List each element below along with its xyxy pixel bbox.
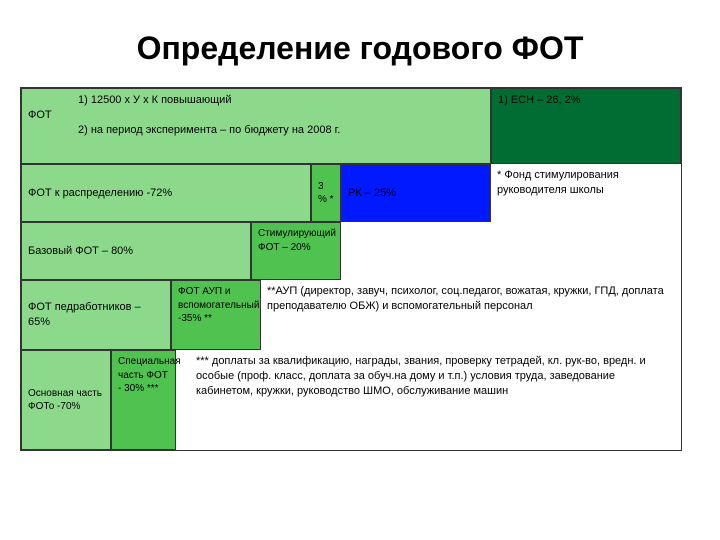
- row-2: ФОТ к распределению -72% 3 % * РК – 25% …: [21, 164, 681, 222]
- fot-ped-cell: ФОТ педработников – 65%: [21, 280, 171, 350]
- note-aup-text: **АУП (директор, завуч, психолог, соц.пе…: [267, 285, 664, 312]
- fot-distribution-text: ФОТ к распределению -72%: [28, 186, 172, 201]
- row-1: 1) 12500 х У х К повышающий ФОТ 2) на пе…: [21, 88, 681, 164]
- special-part-text: Специальная часть ФОТ - 30% ***: [118, 356, 181, 394]
- row-4: ФОТ педработников – 65% ФОТ АУП и вспомо…: [21, 280, 681, 350]
- esn-text: 1) ЕСН – 26, 2%: [498, 94, 581, 106]
- base-fot-text: Базовый ФОТ – 80%: [28, 244, 133, 259]
- esn-cell: 1) ЕСН – 26, 2%: [491, 88, 681, 164]
- fot-label: ФОТ: [28, 108, 484, 123]
- row-5: Основная часть ФОТо -70% Специальная час…: [21, 350, 681, 450]
- diagram: 1) 12500 х У х К повышающий ФОТ 2) на пе…: [20, 87, 682, 451]
- note-special-text: *** доплаты за квалификацию, награды, зв…: [196, 355, 646, 397]
- stimul-fot-cell: Стимулирующий ФОТ – 20%: [251, 222, 341, 280]
- rk-text: РК – 25%: [348, 186, 396, 201]
- three-percent-text: 3 % *: [318, 180, 334, 207]
- three-percent-cell: 3 % *: [311, 164, 341, 222]
- special-part-cell: Специальная часть ФОТ - 30% ***: [111, 350, 176, 450]
- page-title: Определение годового ФОТ: [20, 30, 700, 67]
- row-3: Базовый ФОТ – 80% Стимулирующий ФОТ – 20…: [21, 222, 681, 280]
- fot-formula-cell: 1) 12500 х У х К повышающий ФОТ 2) на пе…: [21, 88, 491, 164]
- main-part-cell: Основная часть ФОТо -70%: [21, 350, 111, 450]
- rk-cell: РК – 25%: [341, 164, 491, 222]
- row3-spacer: [341, 222, 681, 280]
- fot-ped-text: ФОТ педработников – 65%: [28, 300, 164, 330]
- stimul-fot-text: Стимулирующий ФОТ – 20%: [258, 228, 336, 253]
- fot-aup-cell: ФОТ АУП и вспомогательный -35% **: [171, 280, 261, 350]
- note-aup-cell: **АУП (директор, завуч, психолог, соц.пе…: [261, 280, 681, 350]
- fot-distribution-cell: ФОТ к распределению -72%: [21, 164, 311, 222]
- note-fond-cell: * Фонд стимулирования руководителя школы: [491, 164, 681, 222]
- fot-aup-text: ФОТ АУП и вспомогательный -35% **: [178, 286, 259, 324]
- main-part-text: Основная часть ФОТо -70%: [28, 387, 104, 414]
- formula-line2: 2) на период эксперимента – по бюджету н…: [28, 123, 484, 138]
- note-fond-text: * Фонд стимулирования руководителя школы: [497, 169, 619, 196]
- note-special-cell: *** доплаты за квалификацию, награды, зв…: [176, 350, 681, 450]
- base-fot-cell: Базовый ФОТ – 80%: [21, 222, 251, 280]
- formula-line1: 1) 12500 х У х К повышающий: [28, 93, 484, 108]
